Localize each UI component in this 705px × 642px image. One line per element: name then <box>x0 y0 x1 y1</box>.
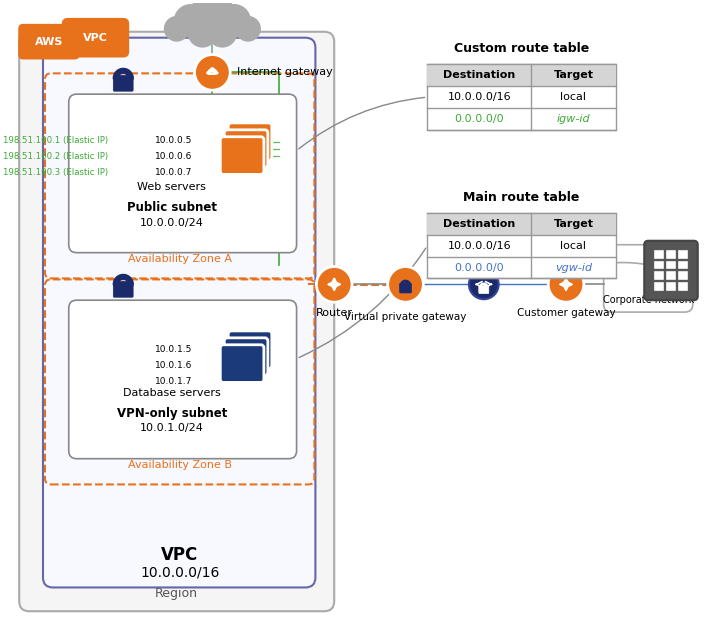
Text: 198.51.100.1 (Elastic IP): 198.51.100.1 (Elastic IP) <box>4 136 109 145</box>
Text: Customer gateway: Customer gateway <box>517 308 615 318</box>
Text: VPN connection: VPN connection <box>443 250 525 261</box>
Circle shape <box>235 16 261 42</box>
FancyBboxPatch shape <box>479 285 489 293</box>
Text: Internet gateway: Internet gateway <box>237 67 333 78</box>
FancyBboxPatch shape <box>114 75 133 91</box>
Text: Destination: Destination <box>443 219 515 229</box>
FancyBboxPatch shape <box>644 241 698 300</box>
Bar <box>654 250 664 259</box>
Text: 10.0.0.6: 10.0.0.6 <box>155 152 192 161</box>
Text: 10.0.0.0/24: 10.0.0.0/24 <box>140 218 204 228</box>
Text: Region: Region <box>155 587 198 600</box>
Text: local: local <box>560 241 587 251</box>
FancyBboxPatch shape <box>224 130 268 168</box>
Circle shape <box>188 18 217 48</box>
Text: Corporate network: Corporate network <box>603 295 694 305</box>
FancyBboxPatch shape <box>220 137 264 175</box>
Bar <box>427 213 615 279</box>
Text: 10.0.1.0/24: 10.0.1.0/24 <box>140 423 204 433</box>
Text: vgw-id: vgw-id <box>555 263 592 272</box>
FancyBboxPatch shape <box>69 300 297 458</box>
FancyBboxPatch shape <box>400 283 412 293</box>
Circle shape <box>195 55 231 91</box>
Text: Custom route table: Custom route table <box>454 42 589 55</box>
Bar <box>666 250 676 259</box>
Text: 10.0.1.7: 10.0.1.7 <box>155 377 192 386</box>
Text: Database servers: Database servers <box>123 388 221 398</box>
Text: 0.0.0.0/0: 0.0.0.0/0 <box>455 114 504 124</box>
Circle shape <box>388 266 424 302</box>
Bar <box>427 213 615 235</box>
FancyBboxPatch shape <box>62 18 129 58</box>
Text: 10.0.0.7: 10.0.0.7 <box>155 168 192 177</box>
FancyBboxPatch shape <box>43 38 315 587</box>
Text: Target: Target <box>553 71 594 80</box>
Bar <box>678 250 688 259</box>
FancyBboxPatch shape <box>228 331 272 369</box>
Text: AWS: AWS <box>35 37 63 47</box>
Text: VPN-only subnet: VPN-only subnet <box>116 406 227 420</box>
Text: Web servers: Web servers <box>137 182 206 192</box>
Text: VPC: VPC <box>161 546 198 564</box>
Circle shape <box>217 4 251 38</box>
Bar <box>678 261 688 270</box>
Text: Availability Zone B: Availability Zone B <box>128 460 232 470</box>
Bar <box>427 64 615 130</box>
Text: Router: Router <box>316 308 352 318</box>
FancyBboxPatch shape <box>114 281 133 297</box>
Text: igw-id: igw-id <box>557 114 590 124</box>
Text: 0.0.0.0/0: 0.0.0.0/0 <box>455 263 504 272</box>
Bar <box>678 282 688 291</box>
Text: 198.51.100.3 (Elastic IP): 198.51.100.3 (Elastic IP) <box>4 168 109 177</box>
Bar <box>678 272 688 281</box>
Text: 10.0.0.0/16: 10.0.0.0/16 <box>140 566 219 580</box>
Circle shape <box>207 18 237 48</box>
FancyBboxPatch shape <box>220 345 264 383</box>
FancyBboxPatch shape <box>603 245 693 312</box>
Text: 10.0.1.5: 10.0.1.5 <box>155 345 192 354</box>
Text: local: local <box>560 92 587 102</box>
Text: Target: Target <box>553 219 594 229</box>
Text: VPC: VPC <box>83 33 108 43</box>
FancyBboxPatch shape <box>224 338 268 376</box>
Bar <box>654 261 664 270</box>
Text: Virtual private gateway: Virtual private gateway <box>344 312 467 322</box>
FancyBboxPatch shape <box>228 123 272 160</box>
Bar <box>427 64 615 86</box>
Bar <box>654 272 664 281</box>
Text: Public subnet: Public subnet <box>127 200 216 214</box>
Circle shape <box>469 270 498 299</box>
FancyBboxPatch shape <box>69 94 297 253</box>
Circle shape <box>548 266 584 302</box>
Bar <box>666 261 676 270</box>
Bar <box>666 282 676 291</box>
Text: 10.0.0.0/16: 10.0.0.0/16 <box>448 92 511 102</box>
FancyBboxPatch shape <box>19 31 334 611</box>
Circle shape <box>317 266 352 302</box>
Circle shape <box>164 16 190 42</box>
Circle shape <box>208 69 212 74</box>
Text: 10.0.1.6: 10.0.1.6 <box>155 361 192 370</box>
Circle shape <box>190 0 234 35</box>
Circle shape <box>215 71 219 74</box>
Text: 10.0.0.5: 10.0.0.5 <box>155 136 192 145</box>
Bar <box>654 282 664 291</box>
Bar <box>209 73 216 75</box>
Circle shape <box>213 69 217 74</box>
Circle shape <box>209 67 215 73</box>
Circle shape <box>206 71 209 74</box>
Bar <box>666 272 676 281</box>
Text: 10.0.0.0/16: 10.0.0.0/16 <box>448 241 511 251</box>
Text: Main route table: Main route table <box>463 191 580 204</box>
Text: Destination: Destination <box>443 71 515 80</box>
Circle shape <box>173 4 207 38</box>
Text: 198.51.100.2 (Elastic IP): 198.51.100.2 (Elastic IP) <box>4 152 109 161</box>
FancyBboxPatch shape <box>18 24 80 60</box>
Text: Availability Zone A: Availability Zone A <box>128 254 232 264</box>
